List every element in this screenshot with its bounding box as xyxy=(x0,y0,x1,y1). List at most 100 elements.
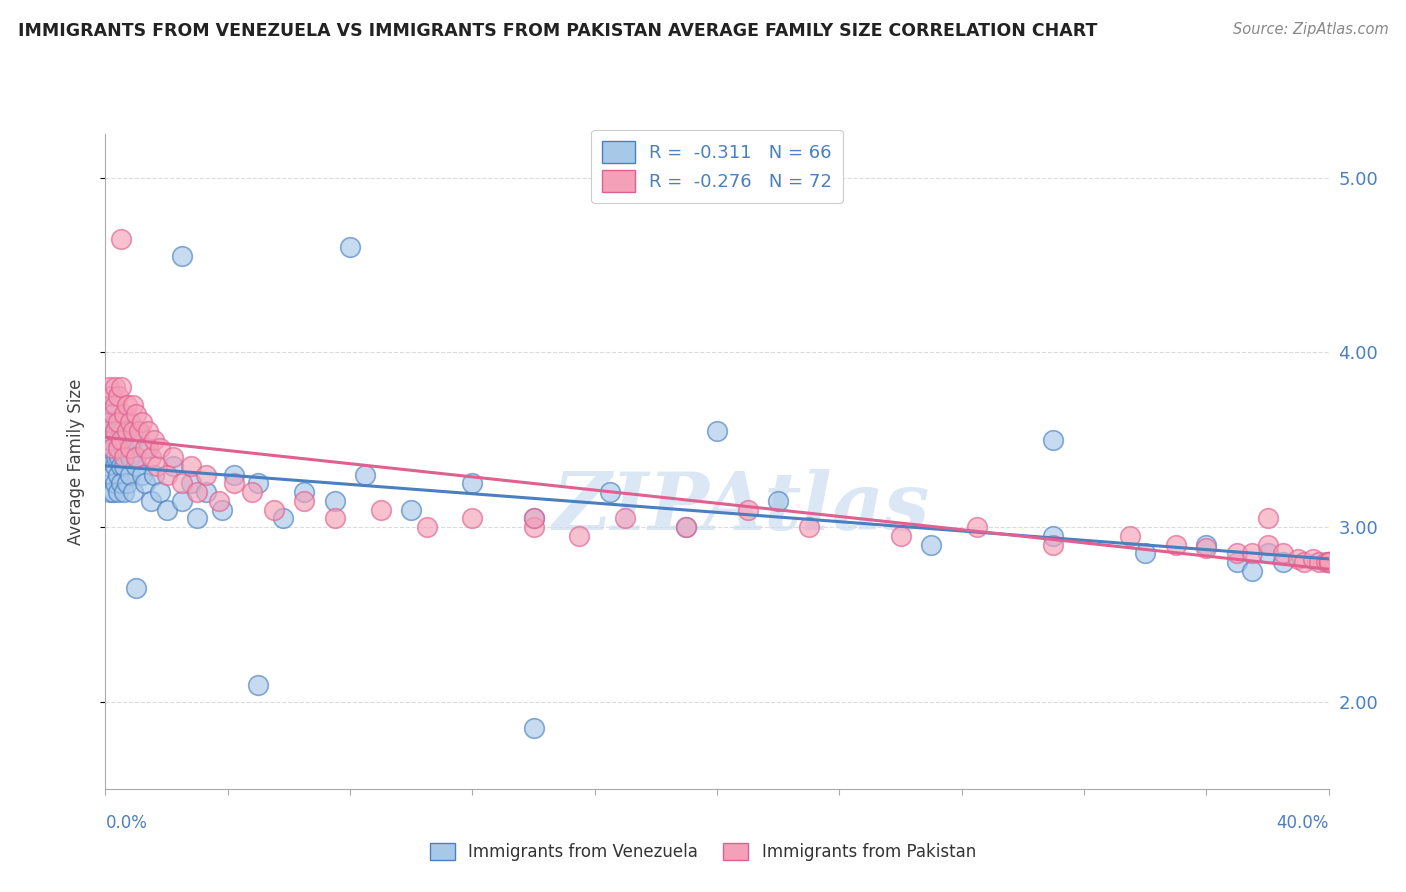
Point xyxy=(110,232,132,246)
Point xyxy=(1119,529,1142,543)
Text: 40.0%: 40.0% xyxy=(1277,814,1329,831)
Point xyxy=(104,424,127,438)
Point xyxy=(146,458,169,473)
Point xyxy=(523,511,546,525)
Point xyxy=(122,424,145,438)
Point xyxy=(112,442,135,456)
Point xyxy=(115,476,138,491)
Point xyxy=(122,398,145,412)
Point xyxy=(110,433,132,447)
Point xyxy=(98,415,121,429)
Point xyxy=(134,442,156,456)
Point xyxy=(162,450,184,465)
Point xyxy=(1317,555,1340,569)
Point xyxy=(101,485,124,500)
Point xyxy=(115,398,138,412)
Point xyxy=(118,442,141,456)
Point xyxy=(118,415,141,429)
Point xyxy=(1256,538,1278,552)
Point xyxy=(110,424,132,438)
Point xyxy=(1256,546,1278,560)
Point xyxy=(104,458,127,473)
Point xyxy=(104,476,127,491)
Point xyxy=(568,529,591,543)
Point xyxy=(415,520,437,534)
Point xyxy=(107,415,129,429)
Point xyxy=(100,389,122,403)
Point xyxy=(1256,511,1278,525)
Point xyxy=(768,494,790,508)
Point xyxy=(143,433,166,447)
Point xyxy=(134,476,156,491)
Point xyxy=(523,721,546,735)
Legend: Immigrants from Venezuela, Immigrants from Pakistan: Immigrants from Venezuela, Immigrants fr… xyxy=(423,836,983,868)
Point xyxy=(271,511,294,525)
Point xyxy=(149,485,172,500)
Point xyxy=(1317,555,1340,569)
Point xyxy=(98,485,121,500)
Point xyxy=(104,380,127,394)
Point xyxy=(122,485,145,500)
Point xyxy=(1241,564,1264,578)
Point xyxy=(614,511,637,525)
Point xyxy=(323,494,346,508)
Point xyxy=(1308,555,1330,569)
Point xyxy=(1042,538,1064,552)
Point xyxy=(141,450,163,465)
Text: IMMIGRANTS FROM VENEZUELA VS IMMIGRANTS FROM PAKISTAN AVERAGE FAMILY SIZE CORREL: IMMIGRANTS FROM VENEZUELA VS IMMIGRANTS … xyxy=(18,22,1098,40)
Point xyxy=(118,467,141,482)
Point xyxy=(180,476,202,491)
Point xyxy=(1042,529,1064,543)
Point xyxy=(125,407,148,421)
Point xyxy=(110,458,132,473)
Point xyxy=(112,407,135,421)
Point xyxy=(292,485,315,500)
Point xyxy=(104,398,127,412)
Point xyxy=(98,415,121,429)
Point xyxy=(100,398,122,412)
Point xyxy=(240,485,263,500)
Point xyxy=(222,476,245,491)
Y-axis label: Average Family Size: Average Family Size xyxy=(66,378,84,545)
Point xyxy=(461,476,484,491)
Point xyxy=(97,424,120,438)
Point xyxy=(104,424,127,438)
Point xyxy=(107,467,129,482)
Point xyxy=(247,677,270,691)
Point xyxy=(1286,551,1309,566)
Point xyxy=(100,442,122,456)
Point xyxy=(162,458,184,473)
Legend: R =  -0.311   N = 66, R =  -0.276   N = 72: R = -0.311 N = 66, R = -0.276 N = 72 xyxy=(592,129,842,202)
Point xyxy=(125,582,148,596)
Point xyxy=(149,442,172,456)
Point xyxy=(966,520,988,534)
Point xyxy=(110,476,132,491)
Point xyxy=(110,380,132,394)
Point xyxy=(97,433,120,447)
Point xyxy=(100,467,122,482)
Point xyxy=(920,538,942,552)
Point xyxy=(222,467,245,482)
Point xyxy=(523,511,546,525)
Point xyxy=(889,529,911,543)
Point xyxy=(1317,555,1340,569)
Point xyxy=(131,415,153,429)
Point xyxy=(1226,546,1249,560)
Point xyxy=(101,407,124,421)
Point xyxy=(105,415,128,429)
Point xyxy=(107,389,129,403)
Point xyxy=(1315,555,1337,569)
Point xyxy=(108,450,131,465)
Point xyxy=(186,511,208,525)
Point xyxy=(115,424,138,438)
Point xyxy=(1241,546,1264,560)
Point xyxy=(112,458,135,473)
Point xyxy=(170,249,193,263)
Point xyxy=(1271,555,1294,569)
Point xyxy=(354,467,377,482)
Point xyxy=(98,458,121,473)
Point xyxy=(195,467,218,482)
Point xyxy=(97,380,120,394)
Text: 0.0%: 0.0% xyxy=(105,814,148,831)
Point xyxy=(211,502,233,516)
